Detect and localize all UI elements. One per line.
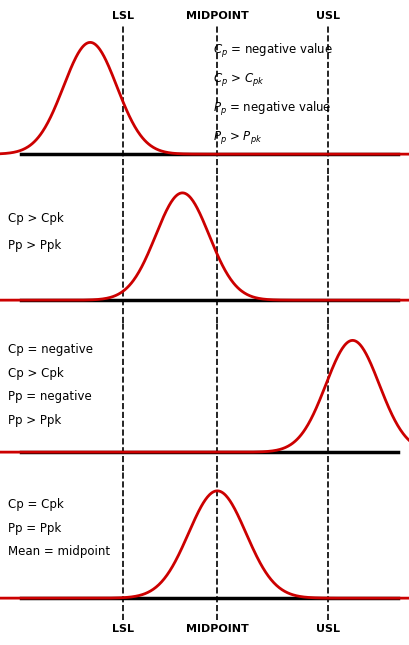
Text: Pp = negative: Pp = negative xyxy=(8,390,92,404)
Text: Cp > Cpk: Cp > Cpk xyxy=(8,212,64,224)
Text: $C_p$ = negative value: $C_p$ = negative value xyxy=(213,43,332,61)
Text: Pp = Ppk: Pp = Ppk xyxy=(8,522,61,535)
Text: USL: USL xyxy=(315,624,339,634)
Text: Cp = negative: Cp = negative xyxy=(8,343,93,356)
Text: $P_p$ > $P_{pk}$: $P_p$ > $P_{pk}$ xyxy=(213,129,262,146)
Text: Cp > Cpk: Cp > Cpk xyxy=(8,366,64,380)
Text: Mean = midpoint: Mean = midpoint xyxy=(8,546,110,559)
Text: MIDPOINT: MIDPOINT xyxy=(185,624,248,634)
Text: LSL: LSL xyxy=(112,11,134,21)
Text: Cp = Cpk: Cp = Cpk xyxy=(8,498,64,511)
Text: Pp > Ppk: Pp > Ppk xyxy=(8,239,61,252)
Text: Pp > Ppk: Pp > Ppk xyxy=(8,414,61,428)
Text: LSL: LSL xyxy=(112,624,134,634)
Text: $P_p$ = negative value: $P_p$ = negative value xyxy=(213,101,331,119)
Text: USL: USL xyxy=(315,11,339,21)
Text: $C_p$ > $C_{pk}$: $C_p$ > $C_{pk}$ xyxy=(213,71,264,88)
Text: MIDPOINT: MIDPOINT xyxy=(185,11,248,21)
